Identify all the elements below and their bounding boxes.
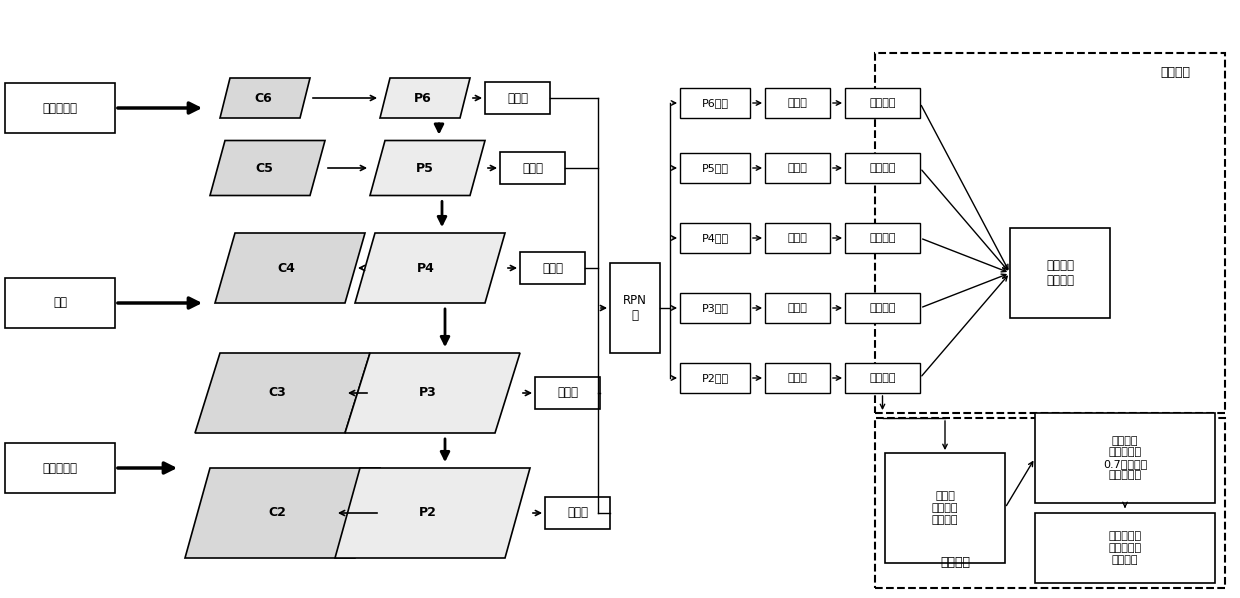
Text: P4对齐: P4对齐 — [702, 233, 729, 243]
Text: 损失融合
反向传播: 损失融合 反向传播 — [1047, 259, 1074, 287]
Bar — [680, 153, 750, 183]
Bar — [534, 377, 600, 409]
Text: 候选框: 候选框 — [567, 507, 588, 520]
Bar — [765, 223, 830, 253]
Text: P6对齐: P6对齐 — [702, 98, 729, 108]
Text: 训练部分: 训练部分 — [1159, 66, 1190, 80]
Text: C6: C6 — [254, 91, 272, 105]
Text: 计算损失: 计算损失 — [869, 373, 895, 383]
Text: 候选框: 候选框 — [542, 261, 563, 274]
Bar — [765, 293, 830, 323]
Bar — [844, 293, 920, 323]
Bar — [844, 223, 920, 253]
Bar — [5, 443, 115, 493]
Bar — [875, 53, 1225, 413]
Text: 类别概
率、检测
框偏移量: 类别概 率、检测 框偏移量 — [931, 492, 959, 524]
Text: 分类层: 分类层 — [787, 373, 807, 383]
Bar — [680, 293, 750, 323]
Text: 计算损失: 计算损失 — [869, 303, 895, 313]
Text: 分类层: 分类层 — [787, 163, 807, 173]
Bar — [546, 497, 610, 529]
Text: P3: P3 — [419, 386, 436, 399]
Bar — [765, 363, 830, 393]
Bar — [5, 278, 115, 328]
Text: C4: C4 — [277, 261, 295, 274]
Text: 候选框: 候选框 — [522, 161, 543, 175]
Bar — [610, 263, 660, 353]
Bar — [875, 418, 1225, 588]
Text: C2: C2 — [269, 507, 286, 520]
Text: 分类层: 分类层 — [787, 98, 807, 108]
Bar — [500, 152, 565, 184]
Text: P2对齐: P2对齐 — [702, 373, 729, 383]
Bar — [885, 453, 1004, 563]
Text: P5对齐: P5对齐 — [702, 163, 729, 173]
Text: RPN
层: RPN 层 — [622, 294, 647, 322]
Text: 最终类别信
息、最终检
测框位置: 最终类别信 息、最终检 测框位置 — [1109, 532, 1142, 565]
Polygon shape — [185, 468, 379, 558]
Text: 计算损失: 计算损失 — [869, 233, 895, 243]
Bar — [680, 363, 750, 393]
Text: 原图: 原图 — [53, 297, 67, 310]
Polygon shape — [219, 78, 310, 118]
Polygon shape — [345, 353, 520, 433]
Text: C3: C3 — [269, 386, 286, 399]
Polygon shape — [195, 353, 370, 433]
Text: P5: P5 — [415, 161, 434, 175]
Text: 下采样一倍: 下采样一倍 — [42, 462, 77, 474]
Polygon shape — [370, 141, 485, 196]
Bar — [680, 223, 750, 253]
Bar — [520, 252, 585, 284]
Polygon shape — [355, 233, 505, 303]
Polygon shape — [210, 141, 325, 196]
Polygon shape — [379, 78, 470, 118]
Text: P4: P4 — [417, 261, 435, 274]
Text: P2: P2 — [419, 507, 436, 520]
Bar — [765, 88, 830, 118]
Text: C5: C5 — [255, 161, 274, 175]
Bar — [765, 153, 830, 183]
Polygon shape — [215, 233, 365, 303]
Bar — [844, 88, 920, 118]
Text: 测试部分: 测试部分 — [940, 557, 970, 569]
Bar — [1035, 513, 1215, 583]
Bar — [680, 88, 750, 118]
Text: 候选框: 候选框 — [507, 91, 528, 105]
Text: 分类层: 分类层 — [787, 233, 807, 243]
Text: P3对齐: P3对齐 — [702, 303, 729, 313]
Text: 计算损失: 计算损失 — [869, 98, 895, 108]
Text: 分类层: 分类层 — [787, 303, 807, 313]
Bar — [844, 153, 920, 183]
Text: 上采样一倍: 上采样一倍 — [42, 102, 77, 114]
Text: 计算损失: 计算损失 — [869, 163, 895, 173]
Polygon shape — [335, 468, 529, 558]
Text: P6: P6 — [414, 91, 432, 105]
Text: 候选框: 候选框 — [557, 386, 578, 399]
Bar — [1011, 228, 1110, 318]
Text: 取最大概
率、按阈值
0.7排列、非
极大値抑制: 取最大概 率、按阈值 0.7排列、非 极大値抑制 — [1102, 435, 1147, 480]
Bar — [844, 363, 920, 393]
Bar — [485, 82, 551, 114]
Bar — [1035, 413, 1215, 503]
Bar — [5, 83, 115, 133]
